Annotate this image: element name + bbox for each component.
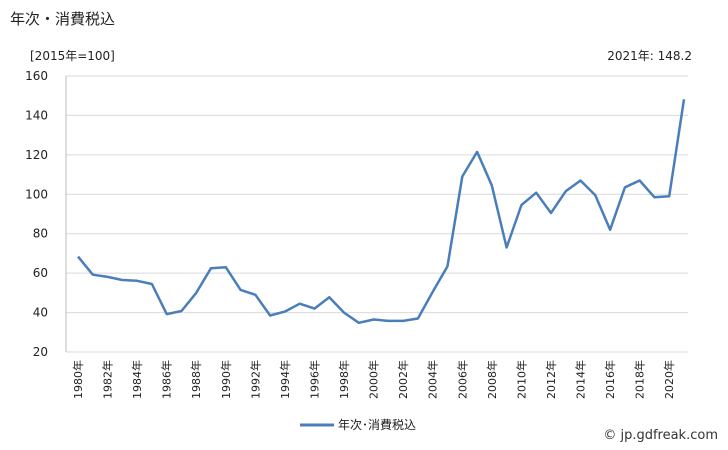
x-tick-label: 2010年	[514, 360, 528, 399]
series-line	[77, 99, 686, 325]
x-tick-label: 2016年	[603, 360, 617, 399]
x-tick-label: 2014年	[574, 360, 588, 399]
unit-label: [2015年=100]	[30, 49, 115, 63]
y-tick-label: 140	[25, 108, 48, 122]
x-tick-label: 1996年	[307, 360, 321, 399]
chart-title: 年次・消費税込	[10, 10, 116, 28]
x-tick-label: 2000年	[367, 360, 381, 399]
y-tick-label: 20	[33, 345, 48, 359]
legend-label: 年次･消費税込	[338, 417, 416, 432]
y-tick-label: 120	[25, 148, 48, 162]
y-axis-ticks: 20 40 60 80 100 120 140 160	[25, 69, 48, 359]
x-tick-label: 1980年	[71, 360, 85, 399]
x-tick-label: 1992年	[248, 360, 262, 399]
y-tick-label: 100	[25, 187, 48, 201]
x-tick-label: 1982年	[101, 360, 115, 399]
y-tick-label: 40	[33, 306, 48, 320]
y-tick-label: 160	[25, 69, 48, 83]
x-tick-label: 2012年	[544, 360, 558, 399]
x-tick-label: 1988年	[189, 360, 203, 399]
x-tick-label: 2004年	[426, 360, 440, 399]
x-tick-label: 2002年	[396, 360, 410, 399]
x-tick-label: 2018年	[633, 360, 647, 399]
x-tick-label: 1990年	[219, 360, 233, 399]
x-tick-label: 2020年	[662, 360, 676, 399]
latest-value-label: 2021年: 148.2	[607, 49, 692, 63]
x-tick-label: 1998年	[337, 360, 351, 399]
x-axis-ticks: 1980年 1982年 1984年 1986年 1988年 1990年 1992年 1994年…	[71, 360, 676, 399]
x-tick-label: 2006年	[455, 360, 469, 399]
legend: 年次･消費税込	[300, 417, 416, 432]
source-credit: © jp.gdfreak.com	[603, 428, 718, 443]
y-tick-label: 80	[33, 227, 48, 241]
x-tick-label: 1984年	[130, 360, 144, 399]
x-tick-label: 2008年	[485, 360, 499, 399]
gridlines	[65, 75, 688, 353]
x-tick-label: 1986年	[160, 360, 174, 399]
x-tick-label: 1994年	[278, 360, 292, 399]
y-tick-label: 60	[33, 266, 48, 280]
series-group	[77, 99, 686, 325]
